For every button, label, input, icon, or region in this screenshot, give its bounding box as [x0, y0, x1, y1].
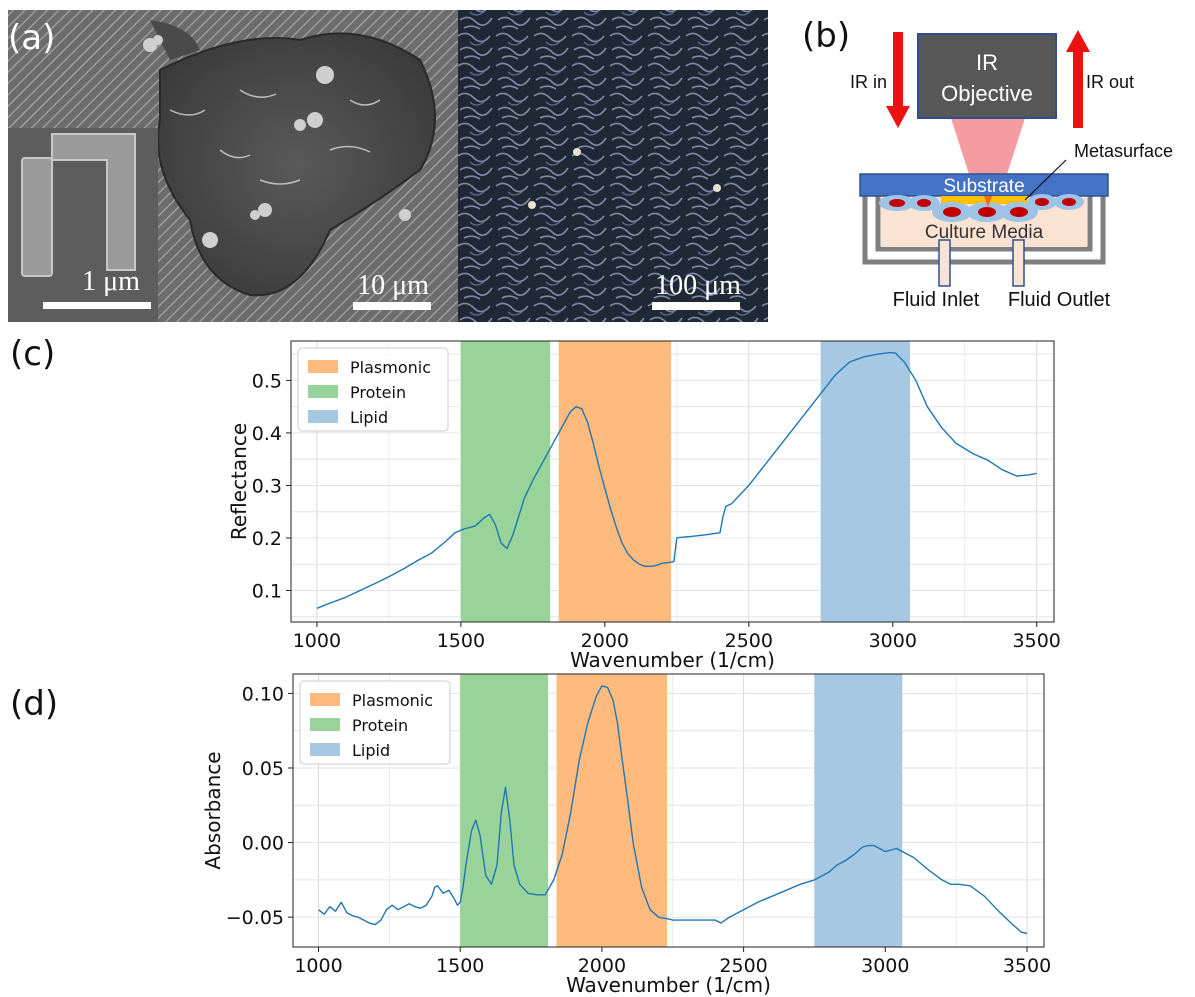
y-tick-label: 0.10 — [242, 683, 284, 705]
legend-label-lipid: Lipid — [350, 408, 388, 427]
objective-label-1: IR — [976, 50, 998, 75]
legend-swatch-lipid — [308, 410, 338, 423]
ir-in-label: IR in — [850, 72, 887, 92]
reflectance-chart: 1000 1500 2000 2500 3000 3500 0.1 0.2 0.3 0.4 0.5 W… — [227, 340, 1061, 672]
arrow-in-shaft — [893, 32, 903, 110]
y-axis-label: Reflectance — [227, 423, 251, 540]
panel-label-b: (b) — [802, 16, 851, 56]
chamber-outer — [862, 195, 1106, 265]
x-tick-label: 1000 — [294, 955, 342, 977]
legend-label-lipid: Lipid — [352, 741, 390, 760]
y-tick-label: −0.05 — [226, 907, 284, 929]
metasurface-label: Metasurface — [1074, 141, 1173, 161]
culture-media-label: Culture Media — [925, 222, 1044, 243]
band-plasmonic — [556, 674, 668, 947]
panel-label-a: (a) — [8, 18, 56, 58]
fluid-outlet-port — [1012, 239, 1025, 287]
x-tick-label: 1500 — [437, 630, 485, 652]
y-tick-label: 0.00 — [242, 833, 284, 855]
fluid-outlet-label: Fluid Outlet — [1008, 289, 1111, 311]
panel-b: IR Objective IR in IR out Substrate Cult… — [850, 30, 1173, 311]
legend-label-protein: Protein — [350, 383, 406, 402]
plot-frame — [290, 340, 1055, 623]
x-tick-label: 2000 — [578, 955, 626, 977]
nanoantenna-short — [21, 157, 53, 277]
chamber-inner — [875, 195, 1093, 252]
x-tick-label: 3500 — [1013, 630, 1061, 652]
scale-bar-inset-label: 1 μm — [82, 266, 140, 297]
legend-label-plasmonic: Plasmonic — [350, 358, 431, 377]
scale-bar-sem — [353, 302, 431, 310]
beam-focus — [984, 196, 992, 207]
arrow-out-head — [1066, 30, 1090, 52]
fluid-inlet-label: Fluid Inlet — [893, 289, 980, 311]
optical-spot — [528, 201, 536, 209]
band-lipid — [814, 674, 903, 947]
legend-swatch-plasmonic — [308, 360, 338, 373]
x-axis-label: Wavenumber (1/cm) — [570, 648, 775, 672]
y-tick-label: 0.2 — [252, 528, 282, 550]
cell-body — [157, 32, 436, 297]
optical-spot — [573, 148, 581, 156]
legend-swatch-plasmonic — [310, 693, 340, 706]
substrate-label: Substrate — [943, 176, 1024, 197]
arrow-in-head — [886, 106, 910, 128]
y-tick-label: 0.05 — [242, 758, 284, 780]
legend-swatch-protein — [310, 718, 340, 731]
objective-label-2: Objective — [941, 81, 1033, 106]
scale-bar-sem-label: 10 μm — [357, 270, 429, 301]
x-tick-label: 2500 — [725, 630, 773, 652]
legend-swatch-protein — [308, 385, 338, 398]
nanoantenna-L — [51, 133, 136, 271]
ir-out-label: IR out — [1086, 72, 1134, 92]
plot-frame — [292, 673, 1045, 948]
cell-fragment — [150, 20, 200, 60]
filopodia — [169, 89, 381, 185]
metasurface — [941, 196, 1027, 204]
x-tick-label: 2000 — [581, 630, 629, 652]
x-tick-label: 2500 — [719, 955, 767, 977]
metasurface-leader — [1024, 159, 1067, 201]
x-axis-label: Wavenumber (1/cm) — [566, 973, 771, 997]
scale-bar-inset — [43, 302, 151, 309]
panel-a: 1 μm 10 μm 100 μm — [8, 10, 768, 322]
y-tick-label: 0.4 — [252, 423, 282, 445]
x-tick-label: 1500 — [436, 955, 484, 977]
debris — [143, 35, 411, 248]
x-tick-label: 3000 — [861, 955, 909, 977]
panel-label-d: (d) — [10, 684, 59, 724]
optical-spot — [713, 184, 721, 192]
x-tick-label: 3000 — [869, 630, 917, 652]
y-tick-label: 0.3 — [252, 475, 282, 497]
series-line — [318, 685, 1028, 935]
legend-label-plasmonic: Plasmonic — [352, 691, 433, 710]
scale-bar-optical-label: 100 μm — [655, 270, 741, 301]
ir-objective — [917, 33, 1057, 119]
absorbance-chart: 1000 1500 2000 2500 3000 3500 −0.05 0.00 0.05 0.1… — [201, 673, 1051, 997]
x-tick-label: 1000 — [293, 630, 341, 652]
ir-beam — [951, 118, 1025, 196]
y-tick-label: 0.5 — [252, 370, 282, 392]
band-protein — [460, 341, 551, 622]
band-plasmonic — [558, 341, 672, 622]
y-tick-label: 0.1 — [252, 580, 282, 602]
band-lipid — [820, 341, 911, 622]
fluid-inlet-port — [938, 239, 951, 287]
arrow-out-shaft — [1073, 50, 1083, 128]
x-tick-label: 3500 — [1003, 955, 1051, 977]
cells-diagram — [879, 194, 1084, 222]
optical-image — [458, 10, 768, 322]
legend-swatch-lipid — [310, 743, 340, 756]
band-protein — [460, 674, 549, 947]
scale-bar-optical — [652, 302, 740, 310]
series-line — [316, 351, 1037, 609]
panel-label-c: (c) — [10, 334, 56, 374]
legend-label-protein: Protein — [352, 716, 408, 735]
y-axis-label: Absorbance — [201, 751, 225, 869]
